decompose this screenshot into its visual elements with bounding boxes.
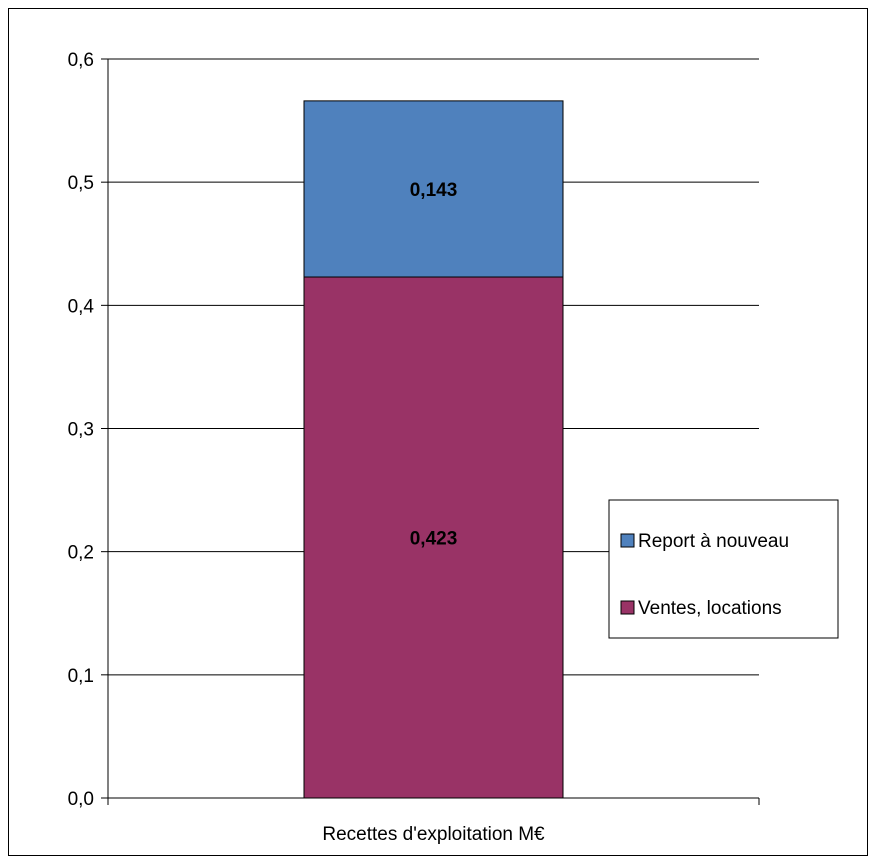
data-label: 0,143 [410, 180, 458, 201]
x-category-label: Recettes d'exploitation M€ [322, 824, 545, 845]
y-tick-label: 0,0 [68, 789, 94, 810]
y-tick-label: 0,4 [68, 296, 95, 317]
bar-segment [303, 100, 564, 278]
data-label: 0,423 [410, 529, 458, 550]
legend-entry-label: Ventes, locations [638, 598, 782, 619]
y-tick-label: 0,3 [68, 420, 94, 441]
y-axis-ticks: 0,0 0,1 0,2 0,3 0,4 0,5 0,6 [68, 50, 108, 810]
legend-swatch [620, 533, 635, 548]
y-tick-label: 0,5 [68, 173, 94, 194]
legend: Report à nouveau Ventes, locations [608, 499, 839, 639]
bars [303, 100, 564, 799]
data-labels: 0,423 0,143 [410, 180, 458, 550]
y-tick-label: 0,6 [68, 50, 94, 71]
legend-box [608, 499, 839, 639]
legend-entry-label: Report à nouveau [638, 531, 789, 552]
y-tick-label: 0,2 [68, 543, 94, 564]
legend-swatch [620, 600, 635, 615]
bar-segment [303, 276, 564, 799]
y-tick-label: 0,1 [68, 666, 94, 687]
x-axis-categories: Recettes d'exploitation M€ [322, 824, 545, 845]
